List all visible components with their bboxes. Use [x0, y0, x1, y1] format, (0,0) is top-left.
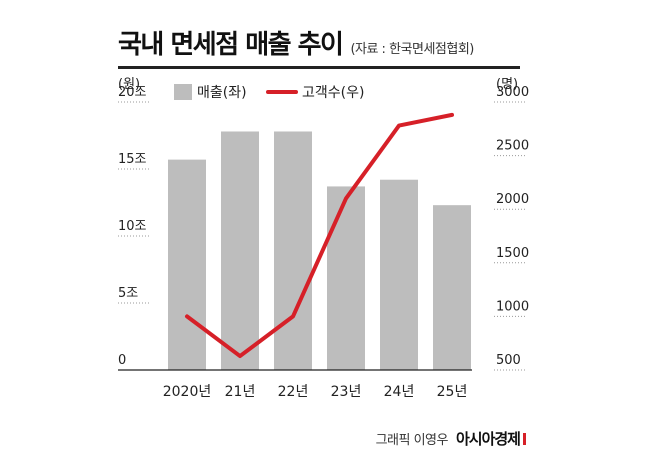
left-tick-label: 20조: [118, 85, 147, 100]
category-label: 22년: [278, 384, 309, 400]
category-label: 2020년: [163, 384, 212, 400]
bar: [274, 131, 312, 370]
left-tick-label: 10조: [118, 219, 147, 234]
brand-mark-icon: [523, 432, 526, 445]
right-tick-label: 3000: [496, 85, 529, 100]
graphic-credit: 그래픽 이영우: [375, 433, 449, 448]
category-label: 25년: [437, 384, 468, 400]
chart-source: (자료 : 한국면세점협회): [350, 42, 474, 57]
brand-logo-text: 아시아경제: [455, 430, 521, 448]
right-tick-label: 500: [496, 353, 521, 368]
right-tick-label: 1500: [496, 246, 529, 261]
left-tick-label: 5조: [118, 286, 138, 301]
category-label: 23년: [331, 384, 362, 400]
left-tick-label: 15조: [118, 152, 147, 167]
legend-bar-swatch: [174, 84, 192, 100]
left-axis-unit: (원): [118, 77, 140, 92]
title-row: 국내 면세점 매출 추이 (자료 : 한국면세점협회): [118, 24, 474, 61]
right-axis-unit: (명): [496, 77, 518, 92]
bar: [168, 159, 206, 370]
right-tick-label: 1000: [496, 299, 529, 314]
left-tick-label: 0: [118, 353, 126, 368]
legend-bar-label: 매출(좌): [197, 85, 247, 101]
title-rule: [118, 66, 520, 69]
right-tick-label: 2500: [496, 139, 529, 154]
right-tick-label: 2000: [496, 192, 529, 207]
bar: [380, 179, 418, 370]
category-label: 21년: [225, 384, 256, 400]
customers-line: [185, 112, 454, 359]
bar: [221, 131, 259, 370]
legend-line-label: 고객수(우): [302, 85, 364, 101]
bar: [327, 186, 365, 370]
chart-title: 국내 면세점 매출 추이: [118, 30, 344, 60]
bar: [433, 205, 471, 370]
credit-row: 그래픽 이영우 아시아경제: [376, 428, 526, 449]
category-label: 24년: [384, 384, 415, 400]
